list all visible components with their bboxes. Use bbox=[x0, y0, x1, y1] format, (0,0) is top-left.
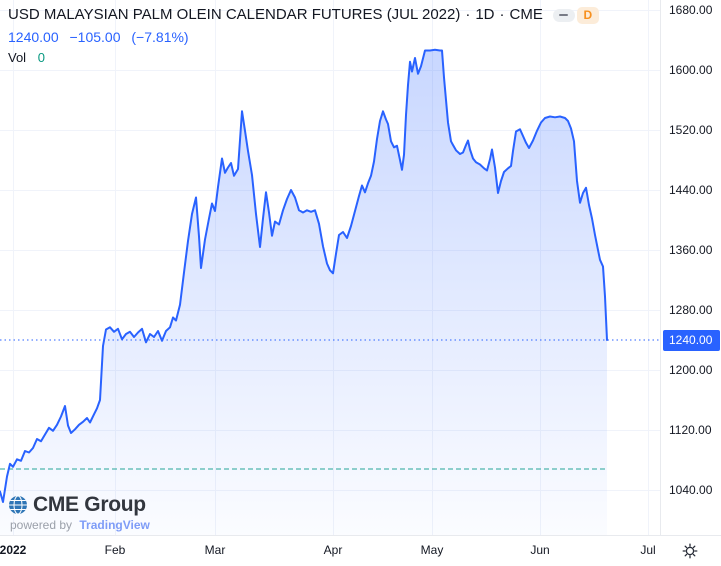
cme-brand-name: CME Group bbox=[33, 493, 146, 516]
change-value: −105.00 bbox=[69, 29, 121, 45]
time-tick-label: May bbox=[420, 543, 444, 557]
legend-pills: D bbox=[552, 6, 599, 24]
price-tick-label: 1280.00 bbox=[669, 303, 713, 317]
tradingview-link[interactable]: TradingView bbox=[79, 518, 150, 532]
price-tick-label: 1440.00 bbox=[669, 183, 713, 197]
volume-row: Vol 0 bbox=[8, 49, 599, 66]
price-tick-label: 1040.00 bbox=[669, 483, 713, 497]
price-tick-label: 1600.00 bbox=[669, 63, 713, 77]
time-tick-label: 2022 bbox=[0, 543, 27, 557]
time-tick-label: Jul bbox=[640, 543, 656, 557]
settings-gear-button[interactable] bbox=[682, 543, 698, 559]
price-chart[interactable] bbox=[0, 0, 660, 535]
title-separator: · bbox=[465, 6, 471, 23]
price-tick-label: 1200.00 bbox=[669, 363, 713, 377]
area-fill bbox=[0, 49, 607, 535]
collapse-legend-button[interactable] bbox=[552, 8, 575, 22]
volume-label: Vol bbox=[8, 50, 27, 65]
change-percent: (−7.81%) bbox=[131, 29, 189, 45]
current-price-badge: 1240.00 bbox=[663, 329, 720, 351]
cme-brand-row: CME Group bbox=[8, 493, 150, 517]
chart-pane[interactable]: USD MALAYSIAN PALM OLEIN CALENDAR FUTURE… bbox=[0, 0, 660, 535]
price-tick-label: 1520.00 bbox=[669, 123, 713, 137]
symbol-title-row: USD MALAYSIAN PALM OLEIN CALENDAR FUTURE… bbox=[8, 5, 599, 25]
time-scale[interactable]: 2022 Feb Mar Apr May Jun Jul bbox=[0, 535, 660, 566]
powered-by-row: powered by TradingView bbox=[10, 518, 150, 532]
title-separator: · bbox=[499, 6, 505, 23]
time-tick-label: Feb bbox=[104, 543, 126, 557]
price-scale[interactable]: 1240.00 1680.00 1600.00 1520.00 1440.00 1360… bbox=[660, 0, 721, 535]
volume-value: 0 bbox=[37, 50, 45, 65]
legend: USD MALAYSIAN PALM OLEIN CALENDAR FUTURE… bbox=[8, 5, 599, 66]
watermark: CME Group powered by TradingView bbox=[8, 493, 150, 532]
price-tick-label: 1360.00 bbox=[669, 243, 713, 257]
price-line bbox=[0, 48, 608, 503]
gear-icon bbox=[682, 543, 698, 559]
time-tick-label: Mar bbox=[204, 543, 226, 557]
interval-text: 1D bbox=[475, 6, 495, 23]
price-row: 1240.00 −105.00 (−7.81%) bbox=[8, 28, 599, 46]
minimize-icon bbox=[559, 13, 569, 17]
exchange-text: CME bbox=[509, 6, 543, 23]
cme-globe-icon bbox=[9, 495, 27, 515]
time-tick-label: Apr bbox=[323, 543, 343, 557]
interval-badge[interactable]: D bbox=[576, 6, 599, 24]
symbol-name: USD MALAYSIAN PALM OLEIN CALENDAR FUTURE… bbox=[8, 6, 461, 23]
timescale-corner bbox=[660, 535, 721, 566]
price-tick-label: 1680.00 bbox=[669, 3, 713, 17]
price-tick-label: 1120.00 bbox=[669, 423, 712, 437]
last-price-value: 1240.00 bbox=[8, 29, 59, 45]
time-tick-label: Jun bbox=[530, 543, 550, 557]
powered-by-text: powered by bbox=[10, 518, 73, 532]
